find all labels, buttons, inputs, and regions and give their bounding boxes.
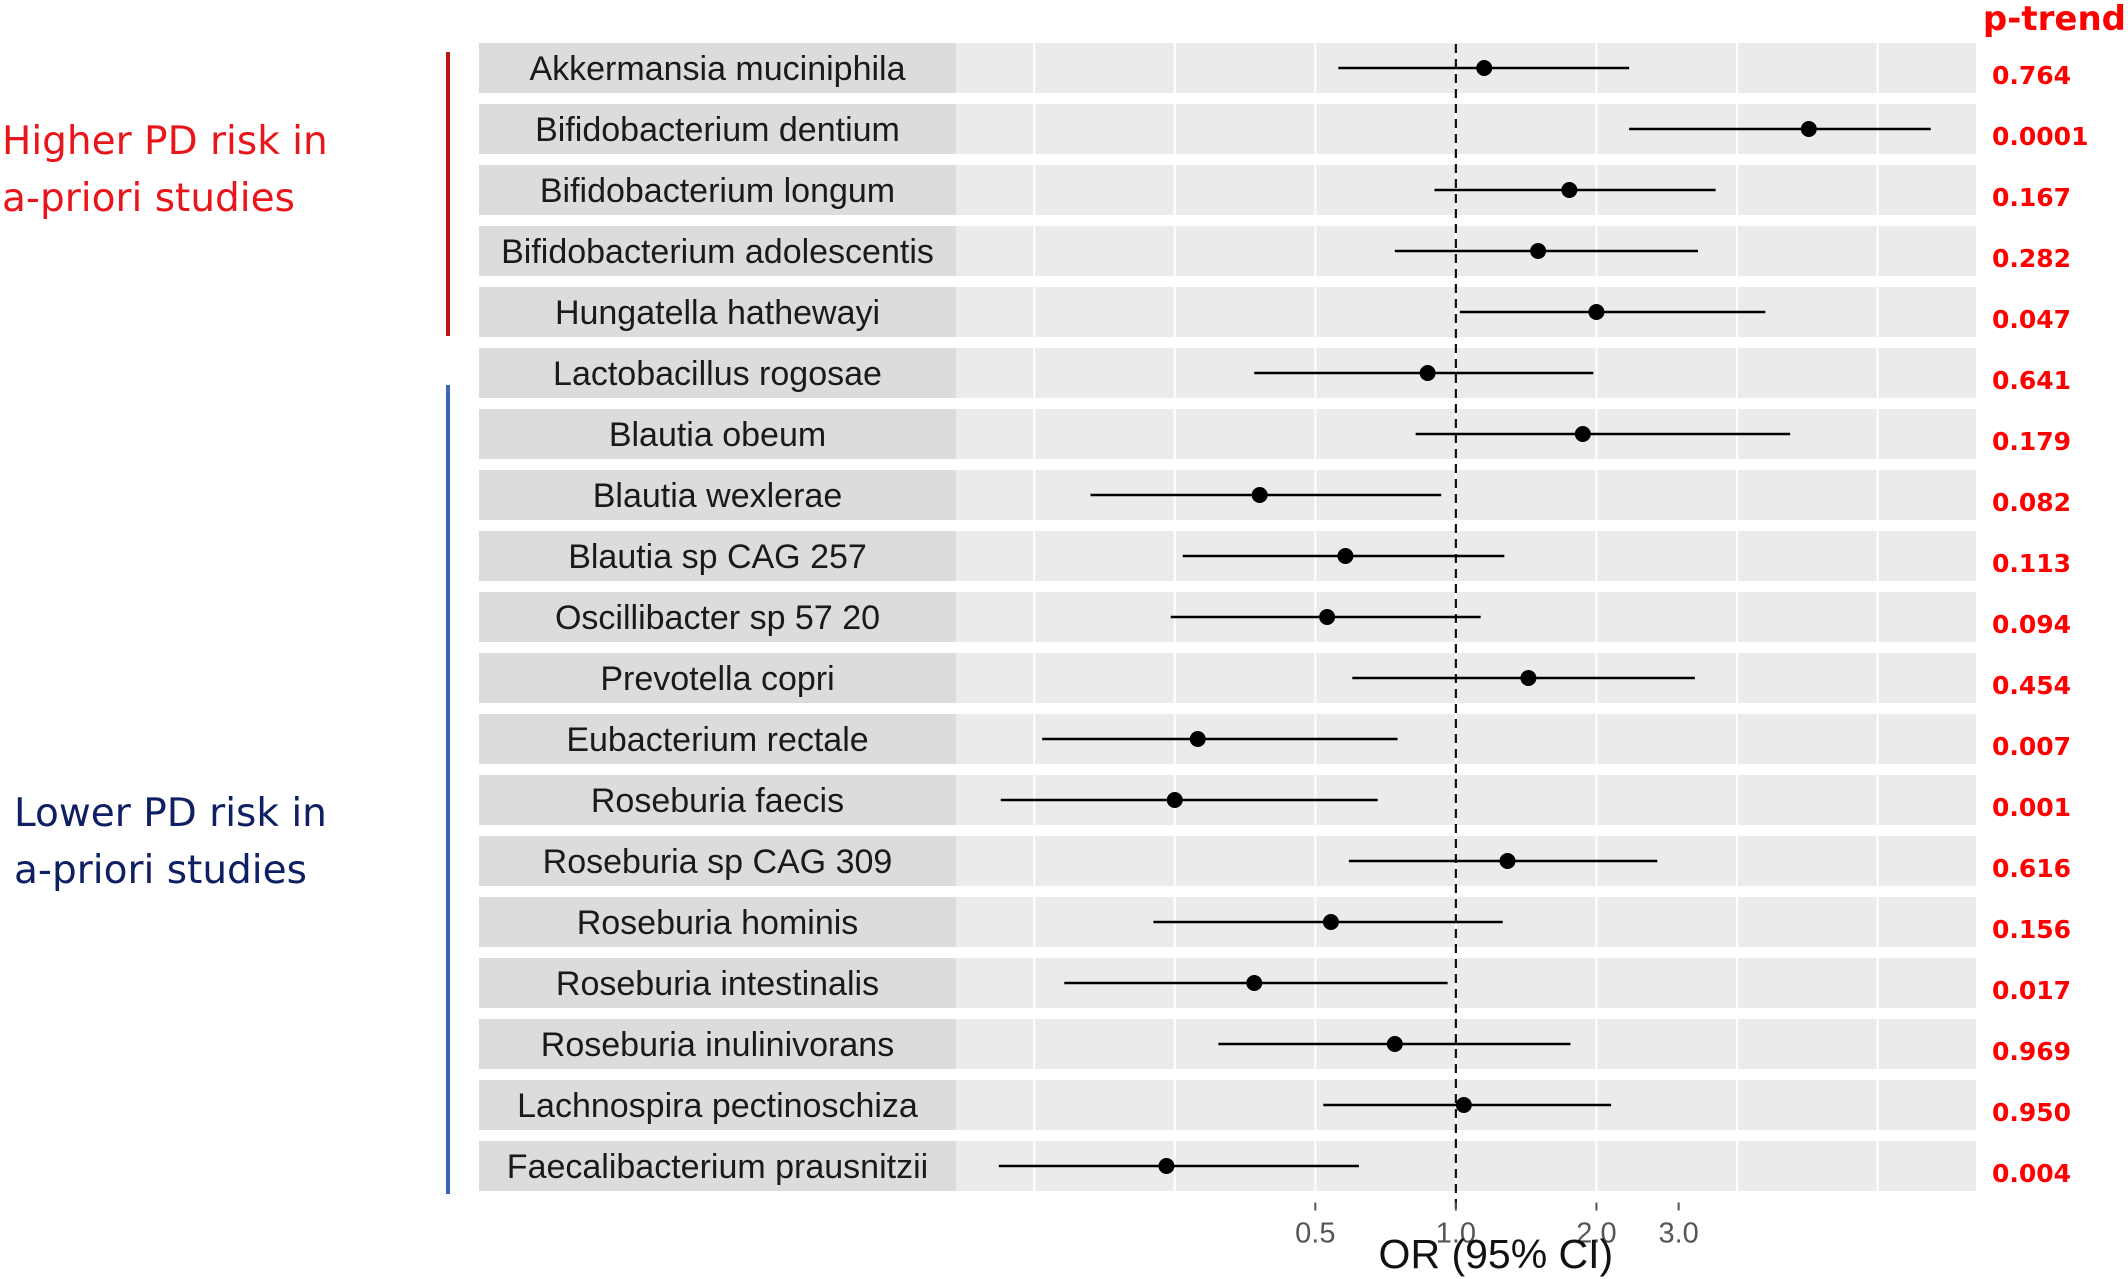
p-trend-value: 0.113 xyxy=(1992,549,2071,578)
p-trend-value: 0.017 xyxy=(1992,976,2071,1005)
row-label: Faecalibacterium prausnitzii xyxy=(507,1148,928,1186)
or-point xyxy=(1246,975,1263,991)
p-trend-value: 0.282 xyxy=(1992,244,2071,273)
p-trend-value: 0.156 xyxy=(1992,915,2071,944)
group-label-higher-line1: Higher PD risk in xyxy=(2,119,328,164)
label-cell xyxy=(479,348,956,398)
row-label: Blautia sp CAG 257 xyxy=(568,538,867,576)
x-tick-label: 1.0 xyxy=(1436,1218,1476,1250)
label-cell xyxy=(479,409,956,459)
or-point xyxy=(1800,121,1817,137)
or-point xyxy=(1337,548,1354,564)
p-trend-value: 0.950 xyxy=(1992,1098,2071,1127)
or-point xyxy=(1166,792,1183,808)
label-cell xyxy=(479,1019,956,1069)
x-tick-label: 2.0 xyxy=(1576,1218,1616,1250)
p-trend-value: 0.082 xyxy=(1992,488,2071,517)
row-label: Bifidobacterium longum xyxy=(540,172,895,210)
row-label: Lachnospira pectinoschiza xyxy=(517,1087,918,1125)
group-label-higher-risk: Higher PD risk in a-priori studies xyxy=(2,113,328,227)
row-label: Lactobacillus rogosae xyxy=(553,355,882,393)
interval-marks xyxy=(998,60,1931,1174)
row-label: Eubacterium rectale xyxy=(566,721,868,759)
or-point xyxy=(1520,670,1537,686)
row-label: Roseburia faecis xyxy=(591,782,844,820)
or-point xyxy=(1158,1158,1175,1174)
group-label-lower-risk: Lower PD risk in a-priori studies xyxy=(14,785,327,899)
row-label: Bifidobacterium adolescentis xyxy=(501,233,934,271)
x-axis-title: OR (95% CI) xyxy=(1379,1231,1614,1277)
group-label-higher-line2: a-priori studies xyxy=(2,176,295,221)
or-point xyxy=(1561,182,1578,198)
label-cell xyxy=(479,1080,956,1130)
label-cell xyxy=(479,1141,956,1191)
group-label-lower-line1: Lower PD risk in xyxy=(14,791,327,836)
p-trend-value: 0.764 xyxy=(1992,61,2071,90)
label-cell xyxy=(479,958,956,1008)
or-point xyxy=(1499,853,1516,869)
or-point xyxy=(1476,60,1493,76)
row-label: Blautia obeum xyxy=(609,416,826,454)
label-cell xyxy=(479,714,956,764)
row-label: Oscillibacter sp 57 20 xyxy=(555,599,880,637)
p-trend-value: 0.616 xyxy=(1992,854,2071,883)
x-tick-label: 0.5 xyxy=(1295,1218,1335,1250)
group-label-lower-line2: a-priori studies xyxy=(14,848,307,893)
label-cell xyxy=(479,165,956,215)
label-cell xyxy=(479,104,956,154)
row-label: Blautia wexlerae xyxy=(593,477,842,515)
label-cell xyxy=(479,287,956,337)
row-label: Hungatella hathewayi xyxy=(555,294,880,332)
p-trend-column: p-trend 0.764 0.0001 0.167 0.282 0.047 0.641 0.… xyxy=(1983,0,2126,1188)
or-point xyxy=(1419,365,1436,381)
label-cell xyxy=(479,775,956,825)
row-label: Roseburia hominis xyxy=(577,904,859,942)
label-cell xyxy=(479,43,956,93)
label-cell xyxy=(479,226,956,276)
p-trend-value: 0.001 xyxy=(1992,793,2071,822)
or-point xyxy=(1530,243,1547,259)
p-trend-header: p-trend xyxy=(1983,0,2126,39)
p-trend-value: 0.167 xyxy=(1992,183,2071,212)
row-label: Roseburia intestinalis xyxy=(556,965,879,1003)
row-label: Roseburia sp CAG 309 xyxy=(543,843,893,881)
p-trend-value: 0.179 xyxy=(1992,427,2071,456)
label-cell xyxy=(479,531,956,581)
p-trend-value: 0.641 xyxy=(1992,366,2071,395)
p-trend-value: 0.969 xyxy=(1992,1037,2071,1066)
p-trend-value: 0.047 xyxy=(1992,305,2071,334)
label-cell xyxy=(479,836,956,886)
label-cell xyxy=(479,897,956,947)
label-cell xyxy=(479,592,956,642)
label-cell xyxy=(479,470,956,520)
or-point xyxy=(1251,487,1268,503)
or-point xyxy=(1386,1036,1403,1052)
x-axis: 0.5 1.0 2.0 3.0 OR (95% CI) xyxy=(1295,1202,1699,1277)
p-trend-value: 0.0001 xyxy=(1992,122,2088,151)
or-point xyxy=(1189,731,1206,747)
or-point xyxy=(1574,426,1591,442)
or-point xyxy=(1588,304,1605,320)
label-panel: Akkermansia muciniphila Bifidobacterium d… xyxy=(479,43,956,1191)
x-tick-label: 3.0 xyxy=(1658,1218,1698,1250)
or-point xyxy=(1322,914,1339,930)
or-point xyxy=(1455,1097,1472,1113)
row-label: Roseburia inulinivorans xyxy=(541,1026,894,1064)
label-cell xyxy=(479,653,956,703)
or-point xyxy=(1319,609,1336,625)
p-trend-value: 0.007 xyxy=(1992,732,2071,761)
row-label: Akkermansia muciniphila xyxy=(529,50,905,88)
row-label: Prevotella copri xyxy=(600,660,834,698)
p-trend-value: 0.454 xyxy=(1992,671,2071,700)
p-trend-value: 0.004 xyxy=(1992,1159,2071,1188)
row-label: Bifidobacterium dentium xyxy=(535,111,900,149)
p-trend-value: 0.094 xyxy=(1992,610,2071,639)
